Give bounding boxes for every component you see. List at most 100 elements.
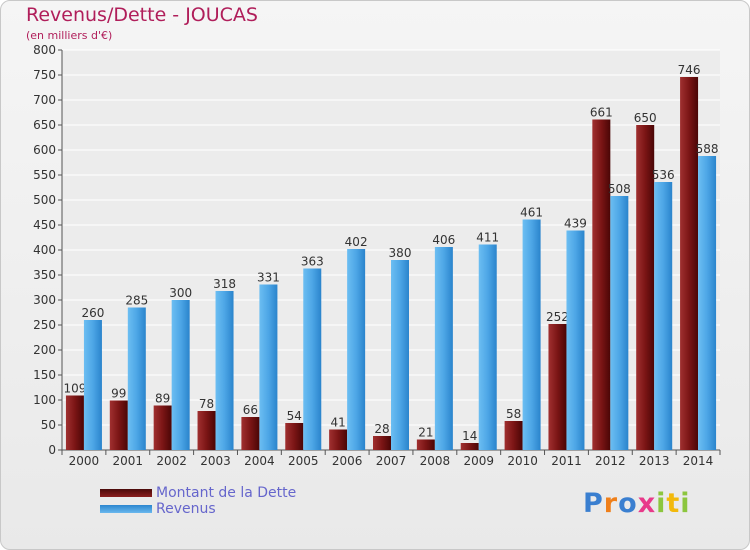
data-label: 54 bbox=[287, 409, 302, 423]
data-label: 661 bbox=[590, 106, 613, 120]
x-tick-label: 2000 bbox=[69, 454, 100, 468]
x-tick-label: 2006 bbox=[332, 454, 363, 468]
x-tick-label: 2014 bbox=[683, 454, 714, 468]
revenue-bar bbox=[259, 284, 278, 450]
legend-label-dette: Montant de la Dette bbox=[156, 485, 297, 501]
data-label: 260 bbox=[81, 306, 104, 320]
data-label: 318 bbox=[213, 277, 236, 291]
x-tick-label: 2003 bbox=[200, 454, 231, 468]
revenue-bar bbox=[171, 300, 190, 450]
debt-bar bbox=[373, 436, 391, 450]
x-tick-label: 2012 bbox=[595, 454, 626, 468]
data-label: 650 bbox=[634, 111, 657, 125]
debt-bar bbox=[592, 119, 611, 450]
data-label: 508 bbox=[608, 182, 631, 196]
revenue-bar bbox=[127, 307, 146, 450]
debt-bar bbox=[548, 324, 567, 450]
y-tick-label: 800 bbox=[33, 43, 56, 57]
y-tick-label: 300 bbox=[33, 293, 56, 307]
debt-bar bbox=[65, 395, 84, 450]
data-label: 14 bbox=[462, 429, 477, 443]
debt-bar bbox=[460, 443, 479, 450]
data-label: 363 bbox=[301, 255, 324, 269]
revenue-bar bbox=[215, 291, 234, 450]
x-tick-label: 2010 bbox=[507, 454, 538, 468]
debt-bar bbox=[241, 417, 260, 450]
debt-bar bbox=[285, 423, 304, 450]
debt-bar bbox=[504, 421, 523, 450]
x-tick-label: 2001 bbox=[113, 454, 144, 468]
x-tick-label: 2004 bbox=[244, 454, 275, 468]
debt-bar bbox=[153, 405, 172, 450]
debt-bar bbox=[329, 429, 348, 450]
y-tick-label: 550 bbox=[33, 168, 56, 182]
chart-subtitle: (en milliers d'€) bbox=[26, 29, 113, 42]
data-label: 402 bbox=[345, 235, 368, 249]
data-label: 28 bbox=[374, 422, 389, 436]
data-label: 21 bbox=[418, 426, 433, 440]
debt-bar bbox=[636, 125, 655, 450]
debt-bar bbox=[109, 400, 128, 450]
x-tick-label: 2002 bbox=[156, 454, 187, 468]
y-tick-label: 500 bbox=[33, 193, 56, 207]
y-tick-label: 750 bbox=[33, 68, 56, 82]
x-tick-label: 2013 bbox=[639, 454, 670, 468]
data-label: 588 bbox=[696, 142, 719, 156]
data-label: 99 bbox=[111, 387, 126, 401]
debt-bar bbox=[197, 411, 216, 450]
revenue-bar bbox=[654, 182, 673, 450]
debt-bar bbox=[416, 439, 435, 450]
y-tick-label: 400 bbox=[33, 243, 56, 257]
y-tick-label: 250 bbox=[33, 318, 56, 332]
data-label: 461 bbox=[520, 206, 543, 220]
y-tick-label: 350 bbox=[33, 268, 56, 282]
data-label: 300 bbox=[169, 286, 192, 300]
legend-swatch-revenus bbox=[100, 505, 152, 513]
y-tick-label: 0 bbox=[48, 443, 56, 457]
legend-swatch-dette bbox=[100, 489, 152, 497]
y-tick-label: 650 bbox=[33, 118, 56, 132]
revenue-bar bbox=[347, 249, 366, 450]
legend-label-revenus: Revenus bbox=[156, 501, 216, 517]
revenue-bar bbox=[434, 247, 453, 450]
revenue-bar bbox=[478, 244, 497, 450]
chart-title: Revenus/Dette - JOUCAS bbox=[26, 4, 258, 26]
y-tick-label: 150 bbox=[33, 368, 56, 382]
data-label: 285 bbox=[125, 294, 148, 308]
data-label: 109 bbox=[63, 382, 86, 396]
y-tick-label: 200 bbox=[33, 343, 56, 357]
debt-bar bbox=[680, 77, 699, 450]
x-tick-label: 2009 bbox=[463, 454, 494, 468]
x-tick-label: 2011 bbox=[551, 454, 582, 468]
x-tick-label: 2008 bbox=[420, 454, 451, 468]
y-tick-label: 450 bbox=[33, 218, 56, 232]
data-label: 406 bbox=[432, 233, 455, 247]
revenue-bar bbox=[303, 268, 322, 450]
y-tick-label: 100 bbox=[33, 393, 56, 407]
revenue-bar bbox=[83, 320, 102, 450]
y-tick-label: 600 bbox=[33, 143, 56, 157]
y-tick-label: 700 bbox=[33, 93, 56, 107]
y-tick-label: 50 bbox=[41, 418, 56, 432]
data-label: 331 bbox=[257, 271, 280, 285]
x-tick-label: 2007 bbox=[376, 454, 407, 468]
data-label: 411 bbox=[476, 231, 499, 245]
data-label: 58 bbox=[506, 407, 521, 421]
data-label: 380 bbox=[389, 246, 412, 260]
data-label: 252 bbox=[546, 310, 569, 324]
data-label: 439 bbox=[564, 217, 587, 231]
data-label: 89 bbox=[155, 392, 170, 406]
revenue-bar bbox=[610, 196, 629, 450]
proxiti-logo: Proxiti bbox=[583, 488, 691, 519]
revenue-bar bbox=[566, 230, 585, 450]
x-tick-label: 2005 bbox=[288, 454, 319, 468]
data-label: 66 bbox=[243, 403, 258, 417]
revenue-bar bbox=[698, 156, 717, 450]
data-label: 536 bbox=[652, 168, 675, 182]
revenue-bar bbox=[522, 219, 541, 450]
revenue-bar bbox=[391, 260, 409, 450]
data-label: 41 bbox=[330, 416, 345, 430]
data-label: 746 bbox=[678, 63, 701, 77]
data-label: 78 bbox=[199, 397, 214, 411]
